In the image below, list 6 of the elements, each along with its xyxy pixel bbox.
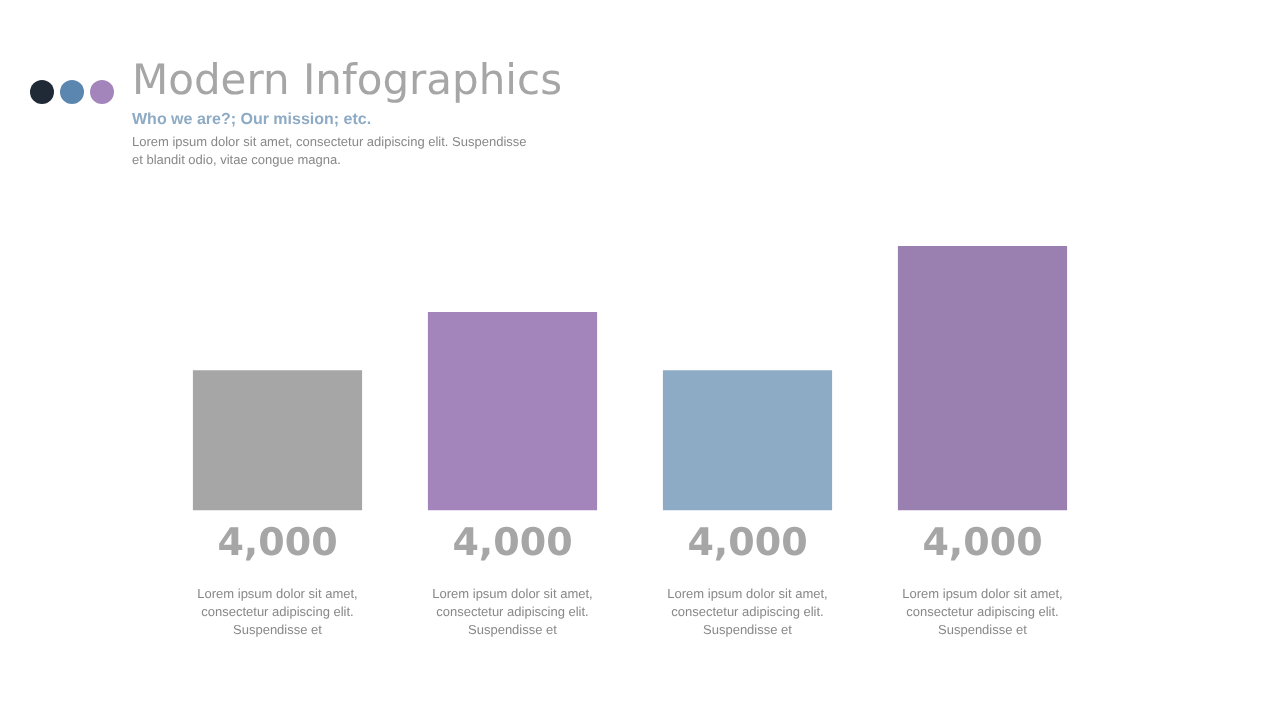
- x-tick-label: 4,000: [217, 521, 338, 566]
- x-tick-label: 4,000: [922, 521, 1043, 566]
- x-tick-label: 4,000: [452, 521, 573, 566]
- chart-title: Modern Infographics: [132, 56, 563, 104]
- x-tick-label: 4,000: [687, 521, 808, 566]
- chart-subtitle: Who we are?; Our mission; etc.: [132, 110, 372, 128]
